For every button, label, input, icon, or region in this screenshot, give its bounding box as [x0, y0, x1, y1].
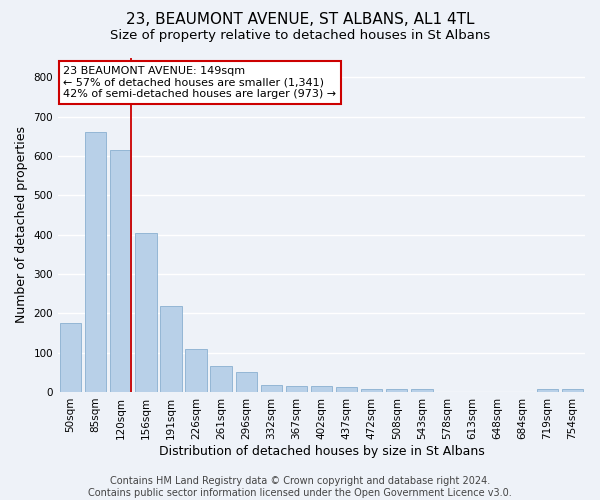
- Text: Size of property relative to detached houses in St Albans: Size of property relative to detached ho…: [110, 29, 490, 42]
- Bar: [286, 386, 307, 392]
- Bar: [336, 387, 357, 392]
- Text: 23, BEAUMONT AVENUE, ST ALBANS, AL1 4TL: 23, BEAUMONT AVENUE, ST ALBANS, AL1 4TL: [126, 12, 474, 28]
- Bar: [135, 232, 157, 392]
- Bar: [160, 306, 182, 392]
- Bar: [311, 386, 332, 392]
- Bar: [110, 150, 131, 392]
- Bar: [60, 323, 81, 392]
- Text: Contains HM Land Registry data © Crown copyright and database right 2024.
Contai: Contains HM Land Registry data © Crown c…: [88, 476, 512, 498]
- Y-axis label: Number of detached properties: Number of detached properties: [15, 126, 28, 323]
- Bar: [185, 348, 207, 392]
- Text: 23 BEAUMONT AVENUE: 149sqm
← 57% of detached houses are smaller (1,341)
42% of s: 23 BEAUMONT AVENUE: 149sqm ← 57% of deta…: [64, 66, 337, 99]
- Bar: [260, 385, 282, 392]
- Bar: [562, 389, 583, 392]
- Bar: [361, 389, 382, 392]
- X-axis label: Distribution of detached houses by size in St Albans: Distribution of detached houses by size …: [158, 444, 484, 458]
- Bar: [386, 389, 407, 392]
- Bar: [411, 389, 433, 392]
- Bar: [85, 132, 106, 392]
- Bar: [211, 366, 232, 392]
- Bar: [236, 372, 257, 392]
- Bar: [536, 389, 558, 392]
